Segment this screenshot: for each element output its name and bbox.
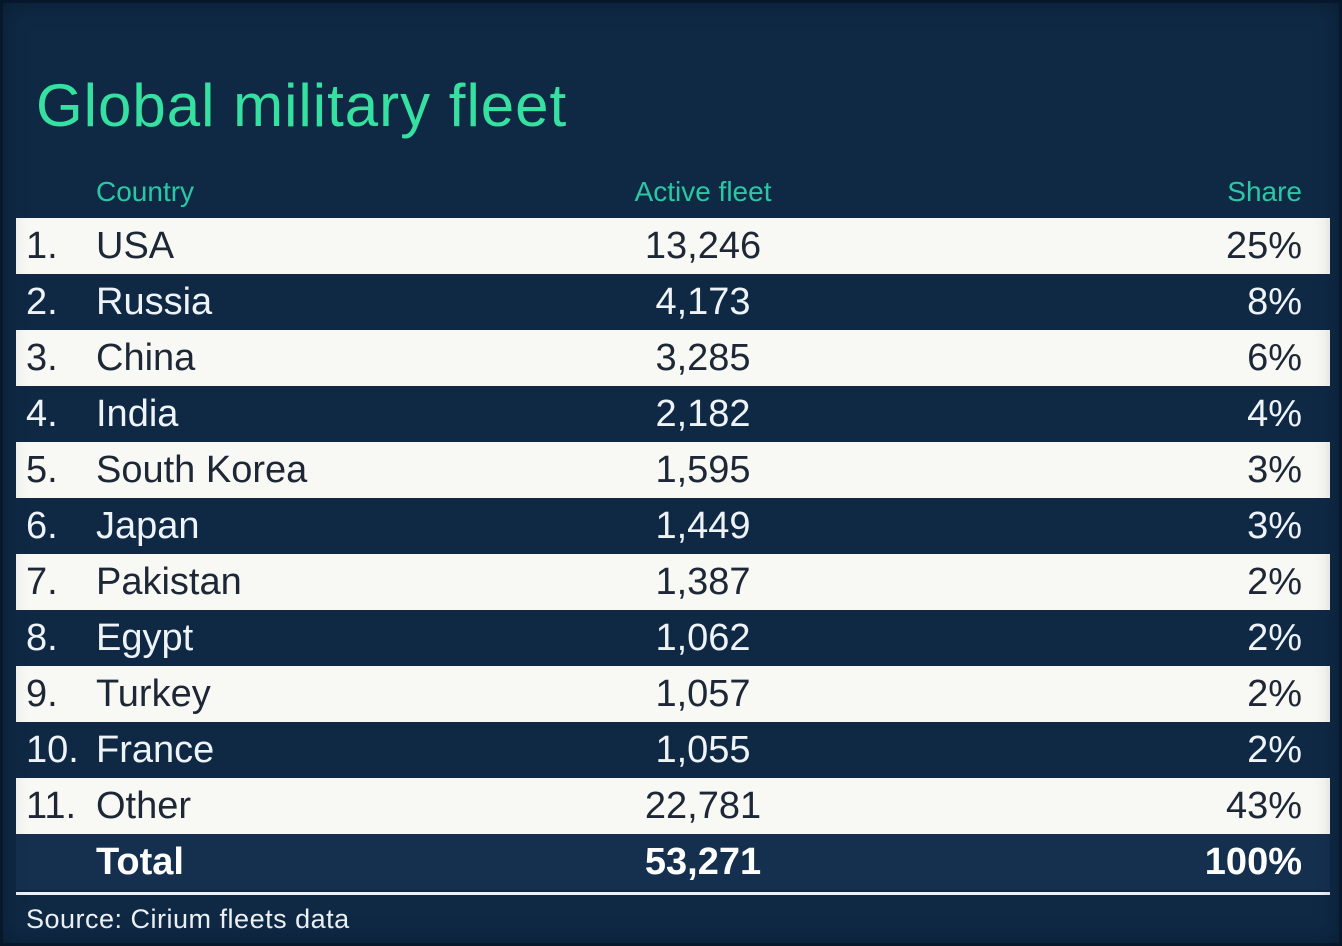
- share-cell: 2%: [1247, 672, 1302, 715]
- country-cell: India: [96, 392, 179, 435]
- share-cell: 25%: [1225, 224, 1302, 267]
- rank-cell: 9.: [26, 672, 58, 715]
- rank-cell: 1.: [26, 224, 58, 267]
- share-cell: 43%: [1225, 784, 1302, 827]
- fleet-cell: 1,387: [655, 560, 751, 603]
- rank-cell: 3.: [26, 336, 58, 379]
- fleet-cell: 1,057: [655, 672, 751, 715]
- rank-cell: 5.: [26, 448, 58, 491]
- share-cell: 3%: [1247, 504, 1302, 547]
- fleet-table: Country Active fleet Share 1. USA 13,246…: [16, 166, 1330, 890]
- table-row: 10. France 1,055 2%: [16, 722, 1330, 778]
- share-cell: 2%: [1247, 728, 1302, 771]
- share-cell: 8%: [1247, 280, 1302, 323]
- table-header-row: Country Active fleet Share: [16, 166, 1330, 218]
- country-cell: Egypt: [96, 616, 194, 659]
- country-cell: Turkey: [96, 672, 211, 715]
- total-fleet-cell: 53,271: [644, 840, 762, 883]
- country-cell: France: [96, 728, 215, 771]
- fleet-cell: 1,062: [655, 616, 751, 659]
- rank-cell: 2.: [26, 280, 58, 323]
- table-total-row: Total 53,271 100%: [16, 834, 1330, 890]
- fleet-cell: 13,246: [644, 224, 762, 267]
- fleet-cell: 22,781: [644, 784, 762, 827]
- table-row: 7. Pakistan 1,387 2%: [16, 554, 1330, 610]
- rank-cell: 6.: [26, 504, 58, 547]
- fleet-cell: 2,182: [655, 392, 751, 435]
- table-row: 11. Other 22,781 43%: [16, 778, 1330, 834]
- table-row: 1. USA 13,246 25%: [16, 218, 1330, 274]
- country-cell: Pakistan: [96, 560, 242, 603]
- header-country: Country: [96, 176, 195, 207]
- rank-cell: 7.: [26, 560, 58, 603]
- table-row: 4. India 2,182 4%: [16, 386, 1330, 442]
- country-cell: Russia: [96, 280, 213, 323]
- share-cell: 2%: [1247, 616, 1302, 659]
- fleet-cell: 3,285: [655, 336, 751, 379]
- share-cell: 2%: [1247, 560, 1302, 603]
- rank-cell: 4.: [26, 392, 58, 435]
- country-cell: China: [96, 336, 196, 379]
- header-active-fleet: Active fleet: [634, 176, 772, 207]
- country-cell: South Korea: [96, 448, 308, 491]
- table-row: 9. Turkey 1,057 2%: [16, 666, 1330, 722]
- page-title: Global military fleet: [36, 72, 568, 139]
- share-cell: 6%: [1247, 336, 1302, 379]
- share-cell: 4%: [1247, 392, 1302, 435]
- rank-cell: 10.: [26, 728, 79, 771]
- fleet-cell: 4,173: [655, 280, 751, 323]
- source-note: Source: Cirium fleets data: [26, 904, 350, 934]
- country-cell: USA: [96, 224, 175, 267]
- fleet-cell: 1,055: [655, 728, 751, 771]
- fleet-cell: 1,595: [655, 448, 751, 491]
- country-cell: Japan: [96, 504, 200, 547]
- header-share: Share: [1227, 176, 1302, 207]
- rank-cell: 11.: [26, 784, 77, 827]
- country-cell: Other: [96, 784, 192, 827]
- table-row: 2. Russia 4,173 8%: [16, 274, 1330, 330]
- table-row: 8. Egypt 1,062 2%: [16, 610, 1330, 666]
- footer-divider: [16, 892, 1330, 895]
- table-row: 3. China 3,285 6%: [16, 330, 1330, 386]
- rank-cell: 8.: [26, 616, 58, 659]
- table-row: 5. South Korea 1,595 3%: [16, 442, 1330, 498]
- fleet-cell: 1,449: [655, 504, 751, 547]
- total-share-cell: 100%: [1204, 840, 1302, 883]
- table-row: 6. Japan 1,449 3%: [16, 498, 1330, 554]
- total-label: Total: [96, 840, 184, 883]
- share-cell: 3%: [1247, 448, 1302, 491]
